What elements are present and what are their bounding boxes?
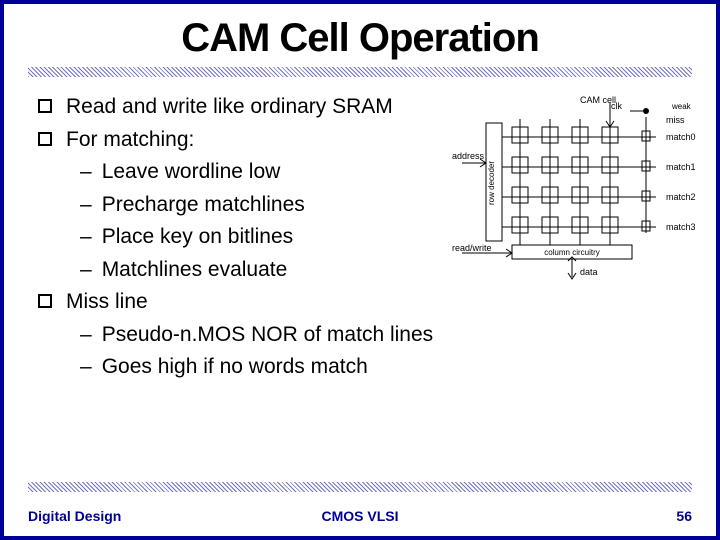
label-match3: match3	[666, 222, 696, 232]
bullet-text: Pseudo-n.MOS NOR of match lines	[102, 319, 433, 352]
dash-icon: –	[80, 351, 92, 384]
label-row-decoder: row decoder	[487, 161, 496, 205]
label-match0: match0	[666, 132, 696, 142]
dash-icon: –	[80, 319, 92, 352]
divider-top	[28, 67, 692, 77]
bullet-item: Miss line	[38, 286, 692, 319]
cam-block-diagram: CAM cell clk weak miss match0 match1 mat…	[450, 93, 698, 281]
label-data: data	[580, 267, 598, 277]
label-column-circuitry: column circuitry	[544, 248, 600, 257]
sub-bullet-item: – Goes high if no words match	[80, 351, 692, 384]
bullet-text: Leave wordline low	[102, 156, 281, 189]
label-miss: miss	[666, 115, 685, 125]
label-match2: match2	[666, 192, 696, 202]
bullet-text: Read and write like ordinary SRAM	[66, 91, 393, 124]
slide-title: CAM Cell Operation	[28, 16, 692, 61]
dash-icon: –	[80, 221, 92, 254]
divider-bottom	[28, 482, 692, 492]
bullet-text: Precharge matchlines	[102, 189, 305, 222]
label-clk: clk	[611, 101, 622, 111]
square-bullet-icon	[38, 294, 52, 308]
label-match1: match1	[666, 162, 696, 172]
footer-left: Digital Design	[28, 508, 249, 524]
footer-center: CMOS VLSI	[249, 508, 470, 524]
content-area: Read and write like ordinary SRAM For ma…	[28, 91, 692, 384]
slide-frame: CAM Cell Operation Read and write like o…	[0, 0, 720, 540]
footer-page-number: 56	[471, 508, 692, 524]
label-readwrite: read/write	[452, 243, 492, 253]
bullet-text: Matchlines evaluate	[102, 254, 288, 287]
dash-icon: –	[80, 254, 92, 287]
dash-icon: –	[80, 189, 92, 222]
bullet-text: For matching:	[66, 124, 194, 157]
bullet-text: Goes high if no words match	[102, 351, 368, 384]
footer: Digital Design CMOS VLSI 56	[28, 508, 692, 524]
square-bullet-icon	[38, 132, 52, 146]
bullet-text: Place key on bitlines	[102, 221, 293, 254]
dash-icon: –	[80, 156, 92, 189]
label-weak: weak	[671, 102, 692, 111]
sub-bullet-item: – Pseudo-n.MOS NOR of match lines	[80, 319, 692, 352]
bullet-text: Miss line	[66, 286, 148, 319]
square-bullet-icon	[38, 99, 52, 113]
label-address: address	[452, 151, 485, 161]
